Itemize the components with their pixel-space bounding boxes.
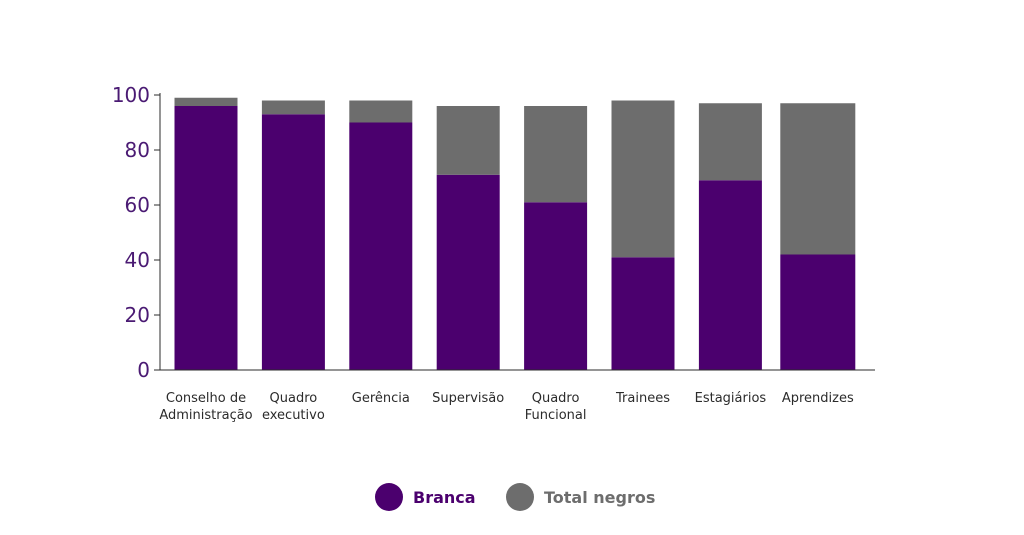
x-tick-label: Supervisão	[432, 391, 504, 406]
y-tick-label: 0	[137, 358, 150, 382]
x-tick-label-line: Supervisão	[432, 391, 504, 406]
x-tick-label-line: Conselho de	[166, 391, 246, 406]
bars	[174, 97, 856, 370]
bar-branca	[174, 106, 238, 370]
x-tick-label-line: Estagiários	[695, 391, 767, 406]
x-tick-label-line: Gerência	[352, 391, 410, 406]
bar-total-negros	[174, 97, 238, 106]
x-tick-label: Aprendizes	[782, 391, 854, 406]
x-axis: Conselho de Administração Quadro executivo G…	[159, 369, 875, 423]
x-tick-label: Quadro executivo	[262, 391, 325, 423]
bar-branca	[611, 257, 675, 370]
x-tick-label-line: executivo	[262, 408, 325, 423]
y-tick-label: 100	[112, 83, 150, 107]
x-tick-label: Trainees	[615, 391, 670, 406]
bar-total-negros	[436, 106, 500, 175]
x-tick-label: Conselho de Administração	[159, 391, 252, 423]
bar-branca	[349, 122, 413, 370]
bar-total-negros	[261, 100, 325, 115]
bar-total-negros	[698, 103, 762, 181]
y-axis: 0 20 40 60 80 100	[112, 83, 161, 382]
x-tick-label-line: Quadro	[532, 391, 580, 406]
legend-swatch	[506, 483, 534, 511]
x-tick-label-line: Aprendizes	[782, 391, 854, 406]
legend-label: Total negros	[544, 488, 655, 507]
bar-total-negros	[349, 100, 413, 123]
x-tick-label-line: Administração	[159, 408, 252, 423]
x-tick-label-line: Trainees	[615, 391, 670, 406]
x-tick-label: Quadro Funcional	[525, 391, 587, 423]
bar-total-negros	[524, 106, 588, 203]
x-tick-label-line: Quadro	[270, 391, 318, 406]
bar-branca	[261, 114, 325, 370]
x-tick-label: Estagiários	[695, 391, 767, 406]
bar-branca	[436, 174, 500, 370]
x-tick-label-line: Funcional	[525, 408, 587, 423]
y-tick-label: 40	[125, 248, 150, 272]
legend: Branca Total negros	[375, 483, 655, 511]
bar-branca	[698, 180, 762, 370]
bar-total-negros	[611, 100, 675, 258]
legend-label: Branca	[413, 488, 476, 507]
x-tick-label: Gerência	[352, 391, 410, 406]
bar-branca	[780, 254, 856, 370]
legend-item: Branca	[375, 483, 476, 511]
bar-total-negros	[780, 103, 856, 255]
y-tick-label: 20	[125, 303, 150, 327]
legend-item: Total negros	[506, 483, 655, 511]
bar-branca	[524, 202, 588, 370]
y-tick-label: 60	[125, 193, 150, 217]
legend-swatch	[375, 483, 403, 511]
y-tick-label: 80	[125, 138, 150, 162]
